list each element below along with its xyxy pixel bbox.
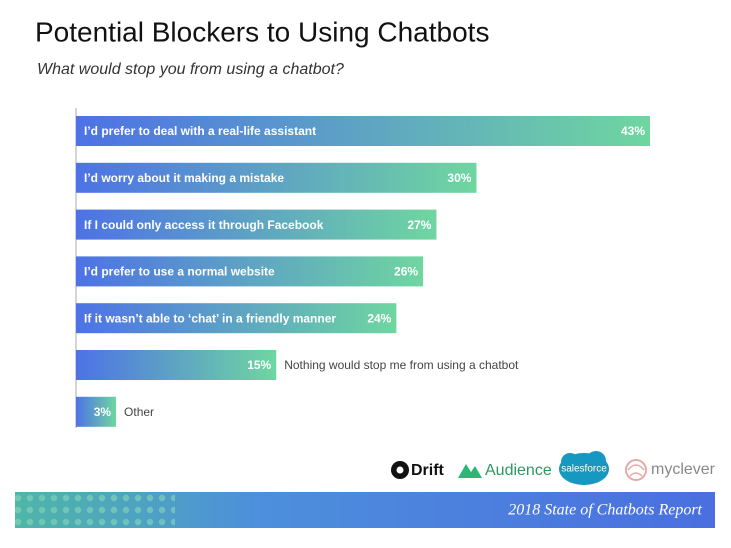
value-label: 24% — [367, 311, 391, 325]
bar — [76, 116, 650, 146]
logo-text: myclever — [651, 461, 716, 478]
category-label: If I could only access it through Facebo… — [84, 218, 324, 232]
footer-text: 2018 State of Chatbots Report — [508, 502, 702, 519]
bar — [76, 256, 424, 287]
value-label: 30% — [447, 171, 471, 185]
logo-audience: Audience — [458, 462, 552, 479]
bar — [76, 209, 437, 240]
bar — [76, 303, 397, 334]
bar — [76, 396, 117, 427]
footer-dots — [15, 492, 175, 528]
logo-text: salesforce — [561, 464, 607, 475]
category-label: Other — [124, 405, 154, 419]
value-label: 27% — [407, 218, 431, 232]
value-label: 43% — [621, 124, 645, 138]
value-label: 3% — [94, 405, 112, 419]
chart-title: Potential Blockers to Using Chatbots — [35, 16, 489, 47]
bar — [76, 162, 477, 193]
logo-text: Audience — [485, 462, 552, 479]
category-label: I’d worry about it making a mistake — [84, 171, 284, 185]
logo-salesforce: salesforce — [559, 451, 609, 485]
value-label: 26% — [394, 265, 418, 279]
bar — [76, 350, 277, 380]
logo-text: Drift — [411, 462, 445, 479]
logo-myclever: myclever — [625, 459, 716, 481]
category-label: Nothing would stop me from using a chatb… — [284, 358, 519, 372]
category-label: I’d prefer to use a normal website — [84, 265, 275, 279]
category-label: I’d prefer to deal with a real-life assi… — [84, 124, 316, 138]
logo-drift: Drift — [391, 461, 445, 479]
chart-subtitle: What would stop you from using a chatbot… — [37, 61, 344, 78]
bars: 43% I’d prefer to deal with a real-life a… — [76, 116, 650, 427]
value-label: 15% — [247, 358, 271, 372]
category-label: If it wasn’t able to ‘chat’ in a friendl… — [84, 311, 336, 325]
